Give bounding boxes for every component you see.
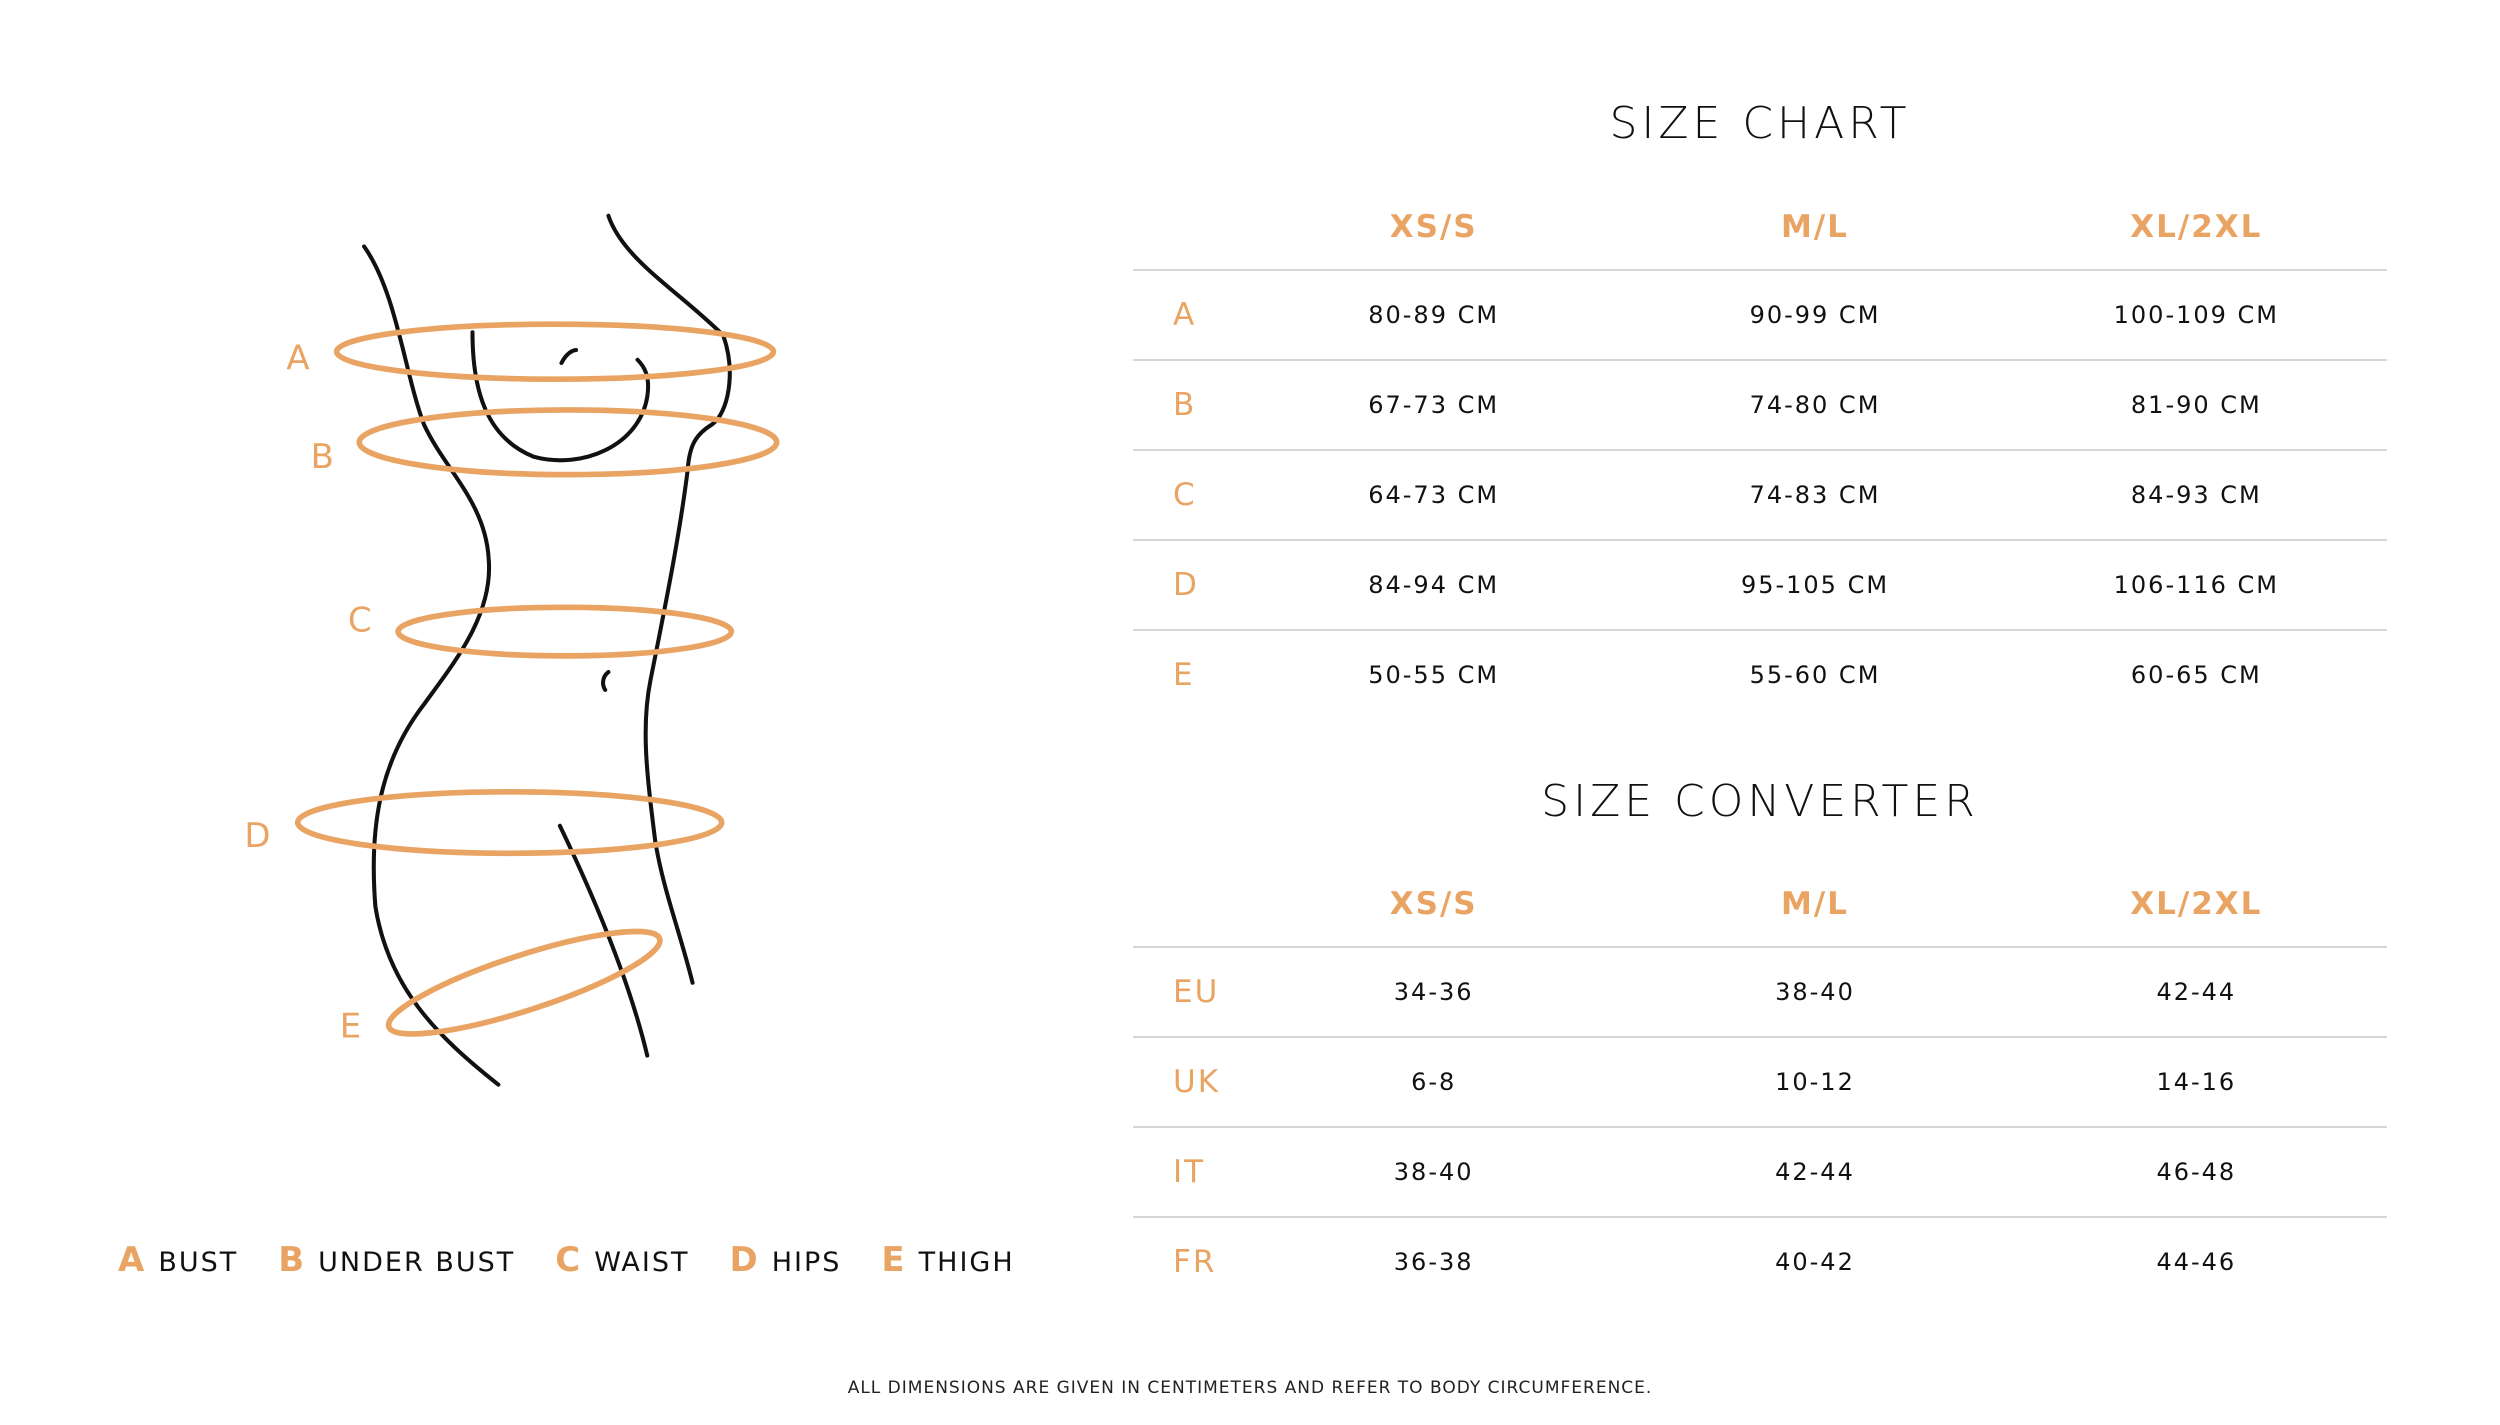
row-label: IT — [1173, 1154, 1206, 1190]
table-cell: 84-94 CM — [1368, 571, 1500, 599]
figure-label-c: C — [348, 601, 372, 641]
legend-label: THIGH — [918, 1247, 1015, 1278]
table-cell: 84-93 CM — [2130, 481, 2262, 509]
table-cell: 74-80 CM — [1749, 391, 1881, 419]
table-cell: 38-40 — [1775, 978, 1855, 1006]
ring-e — [385, 928, 663, 1037]
legend-label: UNDER BUST — [318, 1247, 516, 1278]
size-converter-title: SIZE CONVERTER — [1541, 776, 1979, 827]
legend-item: D HIPS — [730, 1240, 842, 1280]
table-cell: 55-60 CM — [1749, 661, 1881, 689]
legend-key: C — [555, 1240, 583, 1280]
legend-key: B — [278, 1240, 307, 1280]
footer-note: ALL DIMENSIONS ARE GIVEN IN CENTIMETERS … — [847, 1378, 1653, 1398]
size-chart-table: XS/S M/L XL/2XL A 80-89 CM 90-99 CM 100-109 CM… — [1133, 185, 2387, 719]
row-label: FR — [1173, 1244, 1217, 1280]
table-cell: 50-55 CM — [1368, 661, 1500, 689]
size-converter-table: XS/S M/L XL/2XL EU 34-36 38-40 42-44 UK 6-8 10-12… — [1133, 862, 2387, 1306]
column-header: XS/S — [1389, 209, 1478, 245]
table-cell: 44-46 — [2156, 1248, 2237, 1276]
table-cell: 6-8 — [1411, 1068, 1457, 1096]
table-row: D 84-94 CM 95-105 CM 106-116 CM — [1133, 541, 2387, 631]
column-header: M/L — [1781, 209, 1849, 245]
table-cell: 42-44 — [1775, 1158, 1855, 1186]
ring-a — [333, 321, 777, 382]
figure-label-d: D — [244, 816, 270, 856]
table-cell: 74-83 CM — [1749, 481, 1881, 509]
row-label: A — [1173, 297, 1197, 333]
table-cell: 64-73 CM — [1368, 481, 1500, 509]
table-cell: 106-116 CM — [2113, 571, 2280, 599]
figure-label-e: E — [340, 1007, 361, 1047]
table-cell: 90-99 CM — [1749, 301, 1881, 329]
table-cell: 80-89 CM — [1368, 301, 1500, 329]
table-cell: 81-90 CM — [2130, 391, 2262, 419]
table-row: EU 34-36 38-40 42-44 — [1133, 948, 2387, 1038]
table-cell: 42-44 — [2156, 978, 2237, 1006]
legend-key: E — [881, 1240, 907, 1280]
ring-c — [395, 604, 735, 659]
table-cell: 14-16 — [2156, 1068, 2237, 1096]
table-row: UK 6-8 10-12 14-16 — [1133, 1038, 2387, 1128]
row-label: EU — [1173, 974, 1220, 1010]
legend-label: HIPS — [771, 1247, 842, 1278]
figure-label-a: A — [286, 338, 309, 378]
table-cell: 95-105 CM — [1740, 571, 1890, 599]
legend-item: C WAIST — [555, 1240, 689, 1280]
table-row: FR 36-38 40-42 44-46 — [1133, 1218, 2387, 1306]
legend-key: A — [118, 1240, 147, 1280]
table-row: C 64-73 CM 74-83 CM 84-93 CM — [1133, 451, 2387, 541]
column-header: XL/2XL — [2130, 209, 2263, 245]
row-label: C — [1173, 477, 1197, 513]
table-cell: 34-36 — [1393, 978, 1474, 1006]
table-cell: 36-38 — [1393, 1248, 1474, 1276]
ring-b — [356, 407, 780, 478]
table-cell: 100-109 CM — [2113, 301, 2280, 329]
table-row: E 50-55 CM 55-60 CM 60-65 CM — [1133, 631, 2387, 719]
table-cell: 46-48 — [2156, 1158, 2237, 1186]
table-cell: 67-73 CM — [1368, 391, 1500, 419]
column-header: XS/S — [1389, 886, 1478, 922]
row-label: UK — [1173, 1064, 1221, 1100]
figure-label-b: B — [311, 437, 334, 477]
table-row: A 80-89 CM 90-99 CM 100-109 CM — [1133, 271, 2387, 361]
table-cell: 60-65 CM — [2130, 661, 2262, 689]
row-label: E — [1173, 657, 1195, 693]
table-cell: 10-12 — [1775, 1068, 1855, 1096]
ring-d — [294, 788, 725, 857]
row-label: D — [1173, 567, 1199, 603]
table-row: B 67-73 CM 74-80 CM 81-90 CM — [1133, 361, 2387, 451]
column-header: M/L — [1781, 886, 1849, 922]
size-chart-title: SIZE CHART — [1609, 98, 1911, 149]
row-label: B — [1173, 387, 1197, 423]
legend-item: B UNDER BUST — [278, 1240, 515, 1280]
measurement-rings — [294, 321, 780, 1037]
legend-item: A BUST — [118, 1240, 238, 1280]
legend-label: BUST — [158, 1247, 239, 1278]
column-header: XL/2XL — [2130, 886, 2263, 922]
table-header-row: XS/S M/L XL/2XL — [1133, 862, 2387, 948]
table-cell: 38-40 — [1393, 1158, 1474, 1186]
table-cell: 40-42 — [1775, 1248, 1855, 1276]
measurement-legend: A BUST B UNDER BUST C WAIST D HIPS E THIGH — [118, 1240, 1015, 1280]
table-row: IT 38-40 42-44 46-48 — [1133, 1128, 2387, 1218]
legend-key: D — [729, 1240, 760, 1280]
table-header-row: XS/S M/L XL/2XL — [1133, 185, 2387, 271]
legend-label: WAIST — [594, 1247, 690, 1278]
legend-item: E THIGH — [881, 1240, 1014, 1280]
